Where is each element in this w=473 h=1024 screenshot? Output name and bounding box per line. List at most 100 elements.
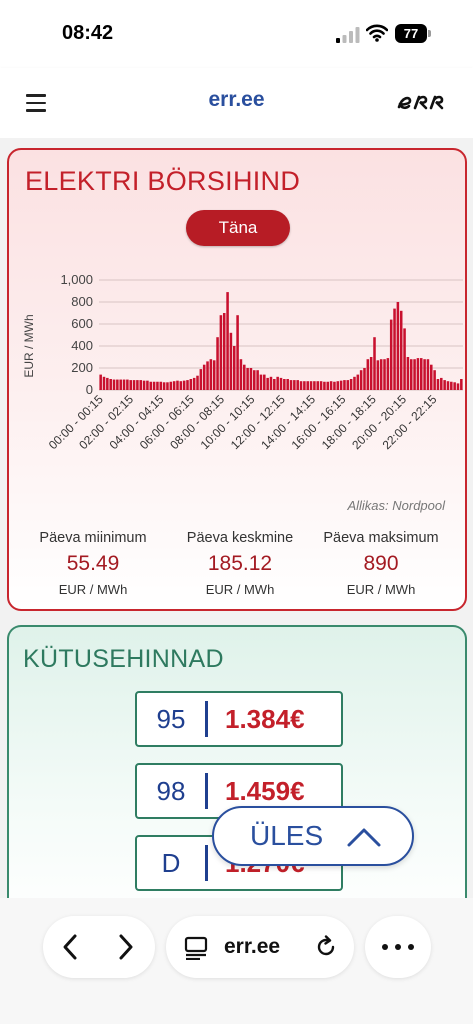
- y-tick-label: 1,000: [60, 272, 93, 287]
- stat-unit: EUR / MWh: [346, 582, 416, 597]
- chart-bar: [259, 374, 263, 390]
- chart-bar: [329, 381, 333, 390]
- chart-bar: [266, 377, 269, 390]
- chart-bar: [112, 379, 116, 390]
- scroll-to-top-button[interactable]: ÜLES: [212, 806, 414, 866]
- chart-bar: [149, 381, 153, 390]
- today-button[interactable]: Täna: [186, 210, 290, 246]
- chart-bar: [299, 381, 303, 390]
- page-content[interactable]: ELEKTRI BÖRSIHIND Täna 0 200 400 600 800 1,00…: [0, 138, 473, 898]
- chart-bar: [286, 379, 289, 390]
- daily-stats: Päeva miinimum 55.49 EUR / MWh Päeva kes…: [9, 530, 465, 600]
- chart-bar: [283, 379, 286, 390]
- forward-icon[interactable]: [113, 932, 139, 962]
- chart-bar: [162, 382, 166, 390]
- chart-bar: [436, 379, 440, 390]
- chart-bar: [336, 381, 340, 390]
- chart-bar: [440, 377, 443, 390]
- y-tick-label: 800: [71, 294, 93, 309]
- hamburger-menu-icon[interactable]: [26, 94, 46, 112]
- chart-bar: [289, 380, 293, 390]
- fuel-separator: [205, 773, 208, 809]
- chevron-up-icon: [347, 828, 381, 847]
- chart-bar: [306, 381, 309, 390]
- chart-bar: [239, 359, 243, 390]
- chart-bar: [186, 380, 189, 390]
- chart-bar: [293, 380, 296, 390]
- chart-bar: [386, 358, 390, 390]
- chart-bar: [273, 379, 276, 390]
- chart-bar: [369, 357, 373, 390]
- chart-bar: [199, 369, 203, 390]
- stat-minimum: Päeva miinimum 55.49 EUR / MWh: [17, 530, 169, 597]
- chart-bar: [460, 379, 463, 390]
- stat-label: Päeva maksimum: [323, 530, 439, 546]
- electricity-price-card: ELEKTRI BÖRSIHIND Täna 0 200 400 600 800 1,00…: [7, 148, 467, 611]
- chart-bar: [376, 360, 380, 390]
- chart-bar: [179, 381, 183, 390]
- chart-bar: [339, 380, 343, 390]
- chart-bar: [206, 361, 209, 390]
- stat-average: Päeva keskmine 185.12 EUR / MWh: [164, 530, 316, 597]
- chart-bar: [182, 380, 186, 390]
- fuel-row-95: 95 1.384€: [135, 691, 343, 747]
- err-logo[interactable]: [396, 92, 450, 112]
- chart-bar: [279, 377, 283, 390]
- reload-icon[interactable]: [314, 935, 338, 959]
- battery-icon: 77: [395, 24, 431, 43]
- chart-bar: [303, 381, 306, 390]
- chart-bar: [119, 379, 122, 390]
- chart-bar: [269, 376, 273, 390]
- chart-bar: [109, 379, 112, 390]
- more-icon: [382, 944, 414, 950]
- chart-bar: [319, 381, 323, 390]
- stat-value: 55.49: [66, 552, 120, 575]
- battery-level: 77: [395, 24, 427, 43]
- chart-bar: [413, 359, 416, 390]
- site-title[interactable]: err.ee: [208, 88, 265, 111]
- chart-bar: [226, 292, 229, 390]
- chart-bar: [229, 332, 233, 390]
- chart-bar: [129, 380, 132, 390]
- chart-bar: [379, 359, 383, 390]
- fuel-type: 98: [156, 776, 186, 806]
- chart-bar: [159, 381, 163, 390]
- chart-bar: [343, 380, 346, 390]
- chart-bar: [309, 381, 313, 390]
- fuel-price: 1.459€: [225, 776, 305, 806]
- chart-bar: [246, 368, 249, 390]
- chart-bar: [430, 364, 433, 390]
- address-bar[interactable]: err.ee: [166, 916, 354, 978]
- chart-bar: [333, 381, 336, 390]
- chart-bar: [349, 379, 353, 390]
- chart-bar: [222, 313, 226, 390]
- y-tick-label: 200: [71, 360, 93, 375]
- chart-bar: [176, 380, 179, 390]
- chart-bar: [396, 302, 400, 390]
- chart-bar: [453, 382, 456, 390]
- chart-bar: [276, 376, 279, 390]
- chart-bar: [249, 368, 253, 390]
- chart-bar: [253, 370, 256, 390]
- signal-icon: [336, 27, 360, 43]
- chart-bar: [146, 380, 149, 390]
- chart-bar: [236, 315, 239, 390]
- chart-y-label: EUR / MWh: [22, 314, 36, 377]
- chart-bar: [132, 380, 136, 390]
- chart-bar: [152, 381, 156, 390]
- stat-unit: EUR / MWh: [58, 582, 128, 597]
- chart-bar: [423, 359, 426, 390]
- chart-bars: [99, 292, 463, 390]
- fuel-price: 1.384€: [225, 704, 305, 734]
- back-icon[interactable]: [57, 932, 83, 962]
- chart-bar: [256, 370, 259, 390]
- chart-bar: [102, 376, 106, 390]
- navigation-pill: [43, 916, 155, 978]
- chart-bar: [383, 359, 386, 390]
- reader-icon[interactable]: [184, 936, 208, 960]
- more-button[interactable]: [365, 916, 431, 978]
- chart-bar: [356, 374, 360, 390]
- chart-bar: [419, 358, 423, 390]
